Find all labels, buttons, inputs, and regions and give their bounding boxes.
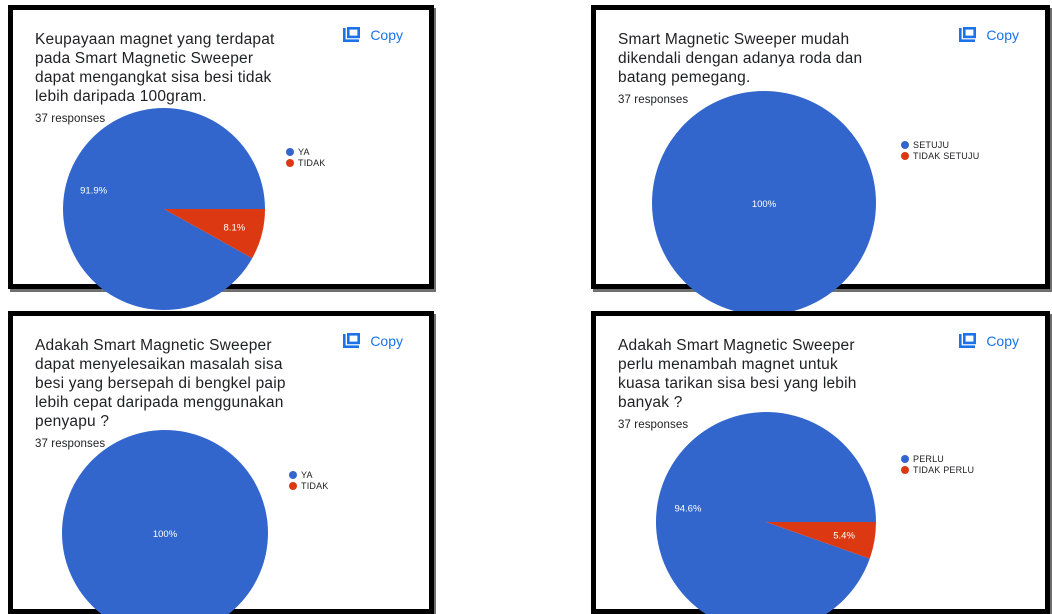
pie-slice-tidak-perlu bbox=[766, 522, 876, 559]
pie-chart: 100% bbox=[652, 91, 876, 315]
legend-item: TIDAK SETUJU bbox=[901, 150, 979, 161]
legend-swatch bbox=[901, 151, 909, 160]
legend-label: PERLU bbox=[913, 453, 945, 464]
legend-item: YA bbox=[286, 146, 326, 157]
question-text: Keupayaan magnet yang terdapat pada Smar… bbox=[35, 30, 297, 129]
legend-swatch bbox=[289, 481, 297, 490]
pie-slice-perlu bbox=[656, 412, 876, 614]
response-count: 37 responses bbox=[35, 438, 106, 450]
pie-data-label: 94.6% bbox=[674, 504, 701, 515]
question-title: Keupayaan magnet yang terdapat pada Smar… bbox=[35, 31, 275, 105]
response-count: 37 responses bbox=[618, 94, 689, 106]
copy-label: Copy bbox=[986, 27, 1019, 43]
copy-icon bbox=[342, 27, 361, 43]
legend-swatch bbox=[289, 470, 297, 479]
legend-label: YA bbox=[301, 469, 313, 480]
question-title: Smart Magnetic Sweeper mudah dikendali d… bbox=[618, 31, 863, 86]
legend-label: YA bbox=[298, 146, 310, 157]
legend-swatch bbox=[286, 158, 294, 167]
legend-label: TIDAK bbox=[301, 480, 329, 491]
question-text: Adakah Smart Magnetic Sweeper perlu mena… bbox=[618, 336, 880, 435]
legend-item: TIDAK PERLU bbox=[901, 464, 974, 475]
pie-data-label: 5.4% bbox=[833, 530, 855, 541]
legend-swatch bbox=[901, 140, 909, 149]
copy-icon bbox=[342, 333, 361, 349]
legend-item: SETUJU bbox=[901, 139, 979, 150]
question-title: Adakah Smart Magnetic Sweeper dapat meny… bbox=[35, 337, 286, 430]
chart-card-3: Adakah Smart Magnetic Sweeper dapat meny… bbox=[8, 311, 434, 614]
chart-card-2: Smart Magnetic Sweeper mudah dikendali d… bbox=[591, 5, 1050, 315]
legend-label: TIDAK SETUJU bbox=[913, 150, 980, 161]
pie-chart: 94.6% 5.4% bbox=[656, 412, 876, 614]
question-title: Adakah Smart Magnetic Sweeper perlu mena… bbox=[618, 337, 857, 411]
chart-card-4: Adakah Smart Magnetic Sweeper perlu mena… bbox=[591, 311, 1050, 614]
copy-button[interactable]: Copy bbox=[342, 27, 403, 43]
legend-swatch bbox=[286, 147, 294, 156]
chart-legend: YA TIDAK bbox=[286, 146, 326, 168]
pie-slice-ya bbox=[62, 107, 265, 310]
copy-button[interactable]: Copy bbox=[958, 333, 1019, 349]
pie-chart: 91.9% 8.1% bbox=[62, 107, 265, 310]
copy-button[interactable]: Copy bbox=[958, 27, 1019, 43]
chart-legend: PERLU TIDAK PERLU bbox=[901, 453, 974, 475]
pie-chart: 100% bbox=[62, 430, 268, 614]
question-text: Adakah Smart Magnetic Sweeper dapat meny… bbox=[35, 336, 297, 454]
copy-label: Copy bbox=[986, 333, 1019, 349]
response-count: 37 responses bbox=[35, 113, 106, 125]
question-text: Smart Magnetic Sweeper mudah dikendali d… bbox=[618, 30, 880, 110]
response-count: 37 responses bbox=[618, 419, 689, 431]
copy-label: Copy bbox=[370, 27, 403, 43]
pie-data-label: 100% bbox=[153, 529, 178, 540]
pie-data-label: 8.1% bbox=[224, 222, 246, 233]
legend-swatch bbox=[901, 454, 909, 463]
legend-item: TIDAK bbox=[286, 157, 326, 168]
legend-item: PERLU bbox=[901, 453, 974, 464]
pie-data-label: 91.9% bbox=[80, 186, 107, 197]
chart-legend: SETUJU TIDAK SETUJU bbox=[901, 139, 979, 161]
chart-legend: YA TIDAK bbox=[289, 469, 329, 491]
legend-label: SETUJU bbox=[913, 139, 950, 150]
legend-label: TIDAK bbox=[298, 157, 326, 168]
pie-data-label: 100% bbox=[752, 199, 777, 210]
legend-swatch bbox=[901, 465, 909, 474]
legend-label: TIDAK PERLU bbox=[913, 464, 975, 475]
copy-label: Copy bbox=[370, 333, 403, 349]
chart-card-1: Keupayaan magnet yang terdapat pada Smar… bbox=[8, 5, 434, 310]
copy-icon bbox=[958, 27, 977, 43]
pie-slice-tidak bbox=[164, 209, 265, 259]
pie-slice-ya bbox=[62, 430, 268, 614]
legend-item: YA bbox=[289, 469, 329, 480]
copy-icon bbox=[958, 333, 977, 349]
legend-item: TIDAK bbox=[289, 480, 329, 491]
pie-slice-setuju bbox=[652, 91, 876, 315]
copy-button[interactable]: Copy bbox=[342, 333, 403, 349]
